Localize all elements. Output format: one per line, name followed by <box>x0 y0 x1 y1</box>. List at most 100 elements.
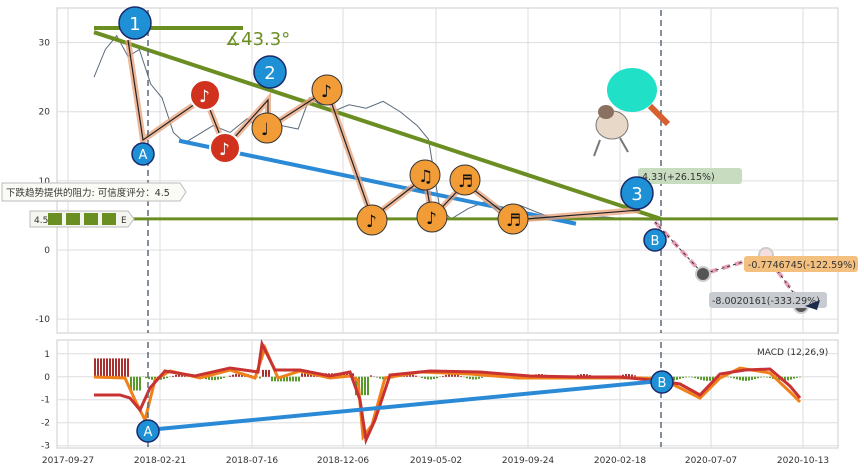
macd-histogram-bar <box>118 358 120 377</box>
price-label-3: -8.0020161(-333.29%) <box>709 292 827 308</box>
macd-histogram-bar <box>796 376 798 378</box>
support-star-1 <box>48 213 62 225</box>
macd-histogram-bar <box>712 376 714 381</box>
macd-histogram-bar <box>634 375 636 377</box>
macd-histogram-bar <box>127 358 129 377</box>
support-star-2 <box>66 213 80 225</box>
macd-histogram-bar <box>478 376 480 379</box>
resistance-callout-text: 下跌趋势提供的阻力: 可信度评分：4.5 <box>6 187 170 199</box>
macd-histogram-bar <box>133 376 135 391</box>
price-panel: -10 0 10 20 30 ∡43.3° 下跌趋势提供的阻力: 可信度评分：4.5 <box>1 6 858 334</box>
macd-histogram-bar <box>370 375 372 377</box>
macd-histogram-bar <box>211 376 213 381</box>
macd-histogram-bar <box>232 374 234 377</box>
macd-histogram-bar <box>682 376 684 379</box>
macd-histogram-bar <box>754 376 756 380</box>
macd-histogram-bar <box>430 376 432 380</box>
macd-histogram-bar <box>769 376 771 378</box>
svg-text:3: 3 <box>631 184 642 205</box>
macd-histogram-bar <box>445 374 447 377</box>
svg-text:♬: ♬ <box>458 172 473 192</box>
macd-y-tick-label: 1 <box>44 350 50 360</box>
macd-histogram-bar <box>112 358 114 377</box>
macd-histogram-bar <box>703 376 705 381</box>
macd-histogram-bar <box>274 376 276 382</box>
macd-histogram-bar <box>472 376 474 380</box>
macd-histogram-bar <box>745 376 747 381</box>
macd-histogram-bar <box>433 376 435 380</box>
macd-point-B-marker: B <box>650 370 674 394</box>
macd-y-tick-label: 0 <box>44 373 50 383</box>
macd-histogram-bar <box>283 376 285 382</box>
macd-y-tick-label: -1 <box>41 396 50 406</box>
macd-histogram-bar <box>679 376 681 379</box>
macd-histogram-bar <box>709 376 711 381</box>
macd-histogram-bar <box>442 375 444 377</box>
macd-histogram-bar <box>139 376 141 391</box>
macd-histogram-bar <box>364 376 366 396</box>
macd-histogram-bar <box>583 374 585 377</box>
macd-histogram-bar <box>214 376 216 381</box>
macd-histogram-bar <box>295 376 297 382</box>
support-star-3 <box>84 213 98 225</box>
macd-histogram-bar <box>361 376 363 396</box>
price-y-tick-label: 30 <box>39 39 51 49</box>
macd-line <box>94 339 802 446</box>
macd-histogram-bar <box>106 358 108 377</box>
macd-histogram-bar <box>469 376 471 380</box>
macd-histogram-bar <box>727 376 729 378</box>
macd-histogram-bar <box>748 376 750 381</box>
macd-histogram-bar <box>382 376 384 380</box>
orange-note-marker-7: ♬ <box>497 203 529 235</box>
macd-histogram-bar <box>262 369 264 377</box>
macd-histogram-bar <box>691 376 693 378</box>
macd-histogram-bar <box>757 376 759 379</box>
macd-histogram-bar <box>625 374 627 377</box>
macd-histogram-bar <box>151 376 153 380</box>
macd-histogram-bar <box>100 358 102 377</box>
macd-histogram-bar <box>121 358 123 377</box>
macd-y-tick-label: -3 <box>41 442 50 452</box>
macd-histogram-bar <box>130 376 132 391</box>
macd-histogram-bar <box>271 376 273 382</box>
macd-y-tick-label: -2 <box>41 419 50 429</box>
macd-histogram-bar <box>289 376 291 382</box>
svg-text:♬: ♬ <box>506 211 521 231</box>
macd-histogram-bar <box>787 376 789 381</box>
macd-histogram-bar <box>304 373 306 377</box>
x-tick-label: 2017-09-27 <box>42 456 94 466</box>
macd-histogram-bar <box>409 374 411 377</box>
macd-histogram-bar <box>457 375 459 377</box>
macd-histogram-bar <box>286 376 288 382</box>
macd-panel: -3 -2 -1 0 1 A B MACD (12,26,9) <box>41 339 839 452</box>
macd-histogram-bar <box>475 376 477 380</box>
svg-text:♫: ♫ <box>418 167 433 187</box>
macd-histogram-bar <box>706 376 708 381</box>
resistance-callout: 下跌趋势提供的阻力: 可信度评分：4.5 <box>1 182 187 202</box>
macd-histogram-bar <box>208 376 210 380</box>
x-tick-label: 2020-10-13 <box>777 456 829 466</box>
macd-histogram-bar <box>217 376 219 380</box>
price-y-tick-label: 20 <box>39 108 51 118</box>
macd-histogram-bar <box>223 376 225 378</box>
price-label-1: 4.33(+26.15%) <box>638 168 742 184</box>
orange-note-marker-1: ♩ <box>251 112 283 144</box>
macd-histogram-bar <box>730 376 732 378</box>
macd-histogram-bar <box>103 358 105 377</box>
macd-histogram-bar <box>685 376 687 378</box>
red-note-marker-2: ♪ <box>209 132 241 164</box>
point-B-marker: B <box>643 228 667 252</box>
macd-histogram-bar <box>175 374 177 377</box>
price-y-tick-label: 0 <box>44 246 50 256</box>
forecast-path-core <box>654 221 804 307</box>
macd-histogram-bar <box>466 376 468 379</box>
macd-histogram-bar <box>292 376 294 382</box>
forecast-arrow-icon <box>805 300 820 310</box>
x-axis-ticks: 2017-09-27 2018-02-21 2018-07-16 2018-12-06… <box>42 456 829 466</box>
macd-histogram-bar <box>793 376 795 379</box>
price-label-2-text: -0.7746745(-122.59%) <box>748 260 856 271</box>
macd-histogram-bar <box>367 376 369 396</box>
macd-histogram-bar <box>220 376 222 379</box>
svg-text:A: A <box>144 425 153 440</box>
macd-point-A-marker: A <box>136 419 160 443</box>
